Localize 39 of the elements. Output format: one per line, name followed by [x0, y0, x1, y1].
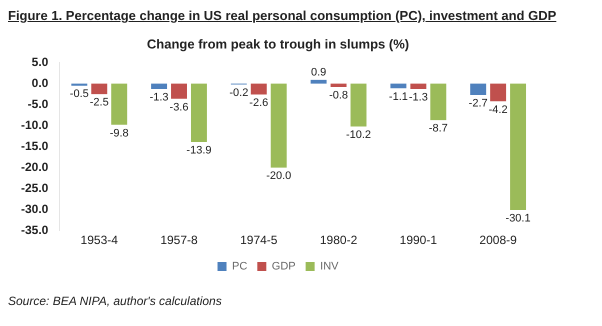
data-label: -0.8 [329, 89, 348, 102]
y-tick-label: -10.0 [20, 118, 49, 132]
y-tick-label: 5.0 [32, 54, 49, 69]
data-label: -9.8 [110, 127, 129, 140]
legend-label: GDP [272, 260, 296, 273]
data-label: -0.2 [229, 86, 248, 99]
x-tick-label: 1974-5 [240, 233, 278, 248]
x-tick-label: 1990-1 [400, 233, 438, 248]
data-label: -1.3 [408, 92, 428, 104]
chart-subtitle: Change from peak to trough in slumps (%) [146, 36, 410, 52]
y-tick-label: -15.0 [20, 138, 49, 153]
legend-label: INV [320, 260, 340, 273]
y-tick-label: -25.0 [20, 180, 49, 195]
y-tick-label: -30.0 [20, 202, 49, 216]
data-label: -8.7 [428, 122, 448, 135]
data-label: -2.7 [468, 97, 488, 110]
data-label: -0.5 [70, 88, 89, 100]
x-tick-label: 1953-4 [80, 233, 118, 248]
y-tick-label: -5.0 [28, 96, 49, 111]
y-tick-label: -20.0 [20, 160, 49, 174]
x-tick-label: 1957-8 [160, 233, 198, 248]
data-label: -13.9 [186, 144, 212, 157]
data-label: -3.6 [170, 101, 188, 114]
data-label: -1.3 [150, 92, 169, 104]
data-label: -10.2 [346, 128, 372, 141]
source-note: Source: BEA NIPA, author's calculations [8, 294, 223, 308]
data-label: -1.1 [388, 90, 408, 103]
legend-label: PC [232, 260, 248, 273]
data-label: -20.0 [266, 170, 292, 182]
data-label: -2.6 [249, 97, 268, 110]
x-tick-label: 2008-9 [479, 233, 518, 248]
data-label: -30.1 [506, 212, 531, 225]
y-tick-label: -35.0 [20, 222, 49, 237]
chart-title: Figure 1. Percentage change in US real personal consumption (PC), investment and GDP [8, 8, 558, 23]
data-label: -2.5 [90, 96, 109, 109]
x-tick-label: 1980-2 [320, 233, 358, 248]
data-label: -4.2 [488, 104, 508, 116]
data-label: 0.9 [310, 66, 326, 78]
y-tick-label: 0.0 [32, 76, 49, 90]
